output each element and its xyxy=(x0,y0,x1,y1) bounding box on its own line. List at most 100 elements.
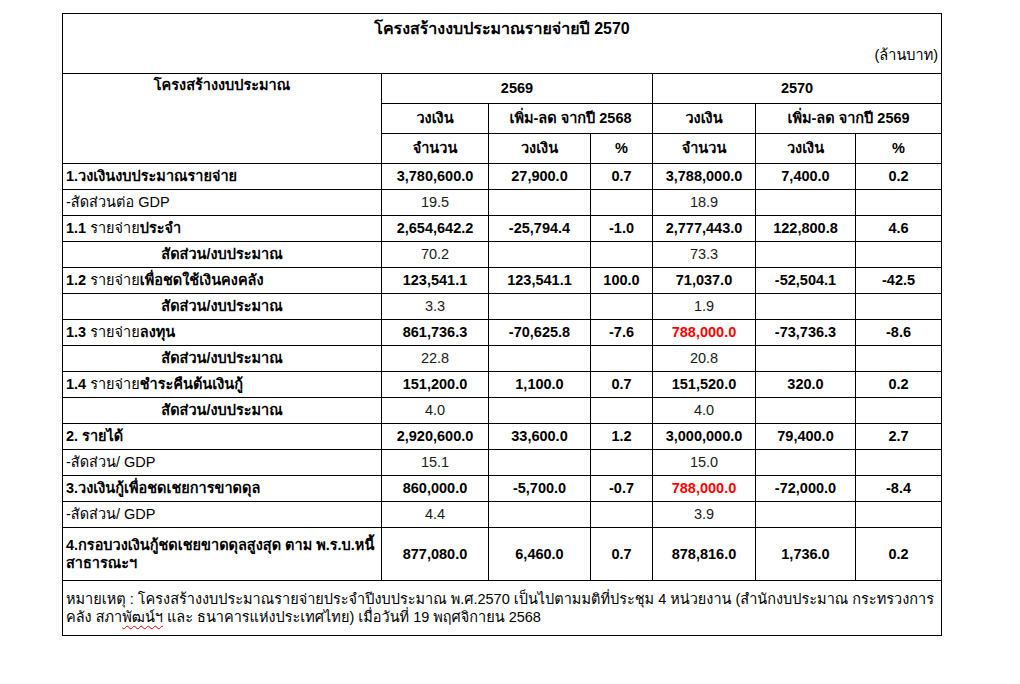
unit-label: (ล้านบาท) xyxy=(66,39,938,64)
cell-value xyxy=(856,242,942,268)
column-header-structure: โครงสร้างงบประมาณ xyxy=(63,74,382,164)
note-row: หมายเหตุ : โครงสร้างงบประมาณรายจ่ายประจำ… xyxy=(63,581,942,636)
header-row-years: โครงสร้างงบประมาณ 2569 2570 xyxy=(63,74,942,104)
cell-value xyxy=(856,502,942,528)
cell-value: 2,920,600.0 xyxy=(382,424,489,450)
cell-value: -70,625.8 xyxy=(489,320,591,346)
cell-value xyxy=(591,450,653,476)
cell-value: -1.0 xyxy=(591,216,653,242)
cell-value: 0.7 xyxy=(591,528,653,581)
cell-value xyxy=(591,242,653,268)
cell-value: 788,000.0 xyxy=(653,320,756,346)
cell-value: 123,541.1 xyxy=(382,268,489,294)
cell-value: 6,460.0 xyxy=(489,528,591,581)
cell-value xyxy=(856,346,942,372)
cell-value: 151,520.0 xyxy=(653,372,756,398)
cell-value: 2,654,642.2 xyxy=(382,216,489,242)
document-page: โครงสร้างงบประมาณรายจ่ายปี 2570 (ล้านบาท… xyxy=(0,0,1020,684)
table-row: 4.กรอบวงเงินกู้ชดเชยขาดดุลสูงสุด ตาม พ.ร… xyxy=(63,528,942,581)
table-row: สัดส่วน/งบประมาณ22.820.8 xyxy=(63,346,942,372)
cell-value: 3,000,000.0 xyxy=(653,424,756,450)
cell-value: 1,736.0 xyxy=(756,528,856,581)
cell-value xyxy=(591,398,653,424)
column-header-amount-2570: วงเงิน xyxy=(653,104,756,134)
cell-value xyxy=(489,242,591,268)
cell-value: 1.9 xyxy=(653,294,756,320)
cell-value xyxy=(856,398,942,424)
title-row: โครงสร้างงบประมาณรายจ่ายปี 2570 (ล้านบาท… xyxy=(63,14,942,74)
cell-value: 100.0 xyxy=(591,268,653,294)
table-row: -สัดส่วน/ GDP4.43.9 xyxy=(63,502,942,528)
cell-value: 71,037.0 xyxy=(653,268,756,294)
cell-value: 3.9 xyxy=(653,502,756,528)
table-row: 2. รายได้2,920,600.033,600.01.23,000,000… xyxy=(63,424,942,450)
table-row: สัดส่วน/งบประมาณ3.31.9 xyxy=(63,294,942,320)
cell-value: 1,100.0 xyxy=(489,372,591,398)
cell-value: 3,780,600.0 xyxy=(382,164,489,190)
column-header-year-2569: 2569 xyxy=(382,74,653,104)
table-row: สัดส่วน/งบประมาณ70.273.3 xyxy=(63,242,942,268)
cell-value xyxy=(591,294,653,320)
row-label: -สัดส่วนต่อ GDP xyxy=(63,190,382,216)
cell-value: 73.3 xyxy=(653,242,756,268)
cell-value: 0.7 xyxy=(591,372,653,398)
subcolumn-header: จำนวน xyxy=(382,134,489,164)
cell-value: 7,400.0 xyxy=(756,164,856,190)
page-title: โครงสร้างงบประมาณรายจ่ายปี 2570 xyxy=(66,16,938,39)
cell-value: -72,000.0 xyxy=(756,476,856,502)
cell-value: 4.0 xyxy=(382,398,489,424)
cell-value xyxy=(591,346,653,372)
column-header-year-2570: 2570 xyxy=(653,74,942,104)
cell-value: -0.7 xyxy=(591,476,653,502)
table-row: 1.วงเงินงบประมาณรายจ่าย3,780,600.027,900… xyxy=(63,164,942,190)
column-header-change-2569: เพิ่ม-ลด จากปี 2568 xyxy=(489,104,653,134)
table-row: 1.1 รายจ่ายประจำ2,654,642.2-25,794.4-1.0… xyxy=(63,216,942,242)
cell-value: -52,504.1 xyxy=(756,268,856,294)
cell-value: 861,736.3 xyxy=(382,320,489,346)
row-label: -สัดส่วน/ GDP xyxy=(63,450,382,476)
cell-value xyxy=(756,398,856,424)
subcolumn-header: จำนวน xyxy=(653,134,756,164)
cell-value: -8.6 xyxy=(856,320,942,346)
cell-value: 18.9 xyxy=(653,190,756,216)
cell-value: 33,600.0 xyxy=(489,424,591,450)
cell-value: 70.2 xyxy=(382,242,489,268)
row-label: 1.2 รายจ่ายเพื่อชดใช้เงินคงคลัง xyxy=(63,268,382,294)
cell-value: 3.3 xyxy=(382,294,489,320)
cell-value xyxy=(756,294,856,320)
cell-value: 122,800.8 xyxy=(756,216,856,242)
row-label: สัดส่วน/งบประมาณ xyxy=(63,398,382,424)
cell-value: 1.2 xyxy=(591,424,653,450)
cell-value: 0.2 xyxy=(856,528,942,581)
row-label: 1.4 รายจ่ายชำระคืนต้นเงินกู้ xyxy=(63,372,382,398)
row-label: -สัดส่วน/ GDP xyxy=(63,502,382,528)
cell-value xyxy=(591,502,653,528)
table-row: 1.4 รายจ่ายชำระคืนต้นเงินกู้151,200.01,1… xyxy=(63,372,942,398)
cell-value: 877,080.0 xyxy=(382,528,489,581)
subcolumn-header: % xyxy=(856,134,942,164)
column-header-change-2570: เพิ่ม-ลด จากปี 2569 xyxy=(756,104,942,134)
cell-value: 0.2 xyxy=(856,372,942,398)
row-label: 1.1 รายจ่ายประจำ xyxy=(63,216,382,242)
cell-value: 19.5 xyxy=(382,190,489,216)
budget-table-body: 1.วงเงินงบประมาณรายจ่าย3,780,600.027,900… xyxy=(63,164,942,581)
cell-value xyxy=(756,242,856,268)
row-label: 2. รายได้ xyxy=(63,424,382,450)
cell-value: 27,900.0 xyxy=(489,164,591,190)
table-row: สัดส่วน/งบประมาณ4.04.0 xyxy=(63,398,942,424)
table-row: 1.3 รายจ่ายลงทุน861,736.3-70,625.8-7.678… xyxy=(63,320,942,346)
cell-value xyxy=(489,346,591,372)
cell-value: 0.7 xyxy=(591,164,653,190)
cell-value: 123,541.1 xyxy=(489,268,591,294)
subcolumn-header: % xyxy=(591,134,653,164)
cell-value: 15.1 xyxy=(382,450,489,476)
table-row: 1.2 รายจ่ายเพื่อชดใช้เงินคงคลัง123,541.1… xyxy=(63,268,942,294)
row-label: สัดส่วน/งบประมาณ xyxy=(63,346,382,372)
cell-value xyxy=(489,190,591,216)
budget-structure-table: โครงสร้างงบประมาณรายจ่ายปี 2570 (ล้านบาท… xyxy=(62,13,942,636)
cell-value xyxy=(856,450,942,476)
cell-value xyxy=(489,294,591,320)
cell-value: 4.0 xyxy=(653,398,756,424)
cell-value: 151,200.0 xyxy=(382,372,489,398)
cell-value: 22.8 xyxy=(382,346,489,372)
